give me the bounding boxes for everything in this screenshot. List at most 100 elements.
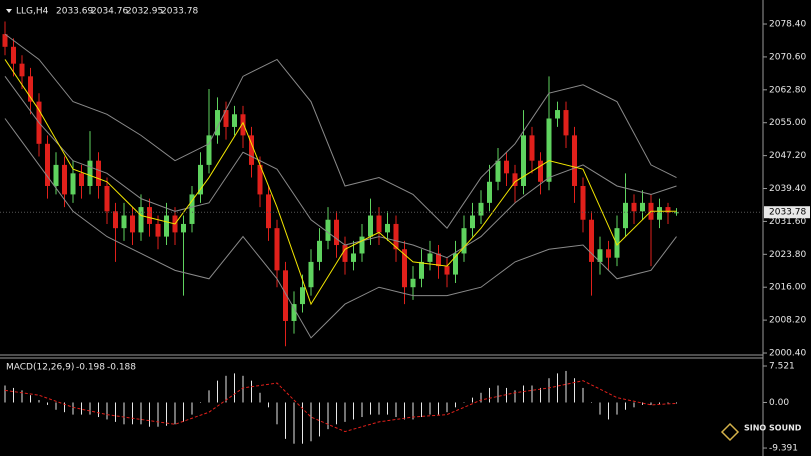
- candle-body: [589, 219, 594, 262]
- macd-bar: [608, 402, 609, 420]
- y-tick-label: -9.391: [769, 444, 798, 454]
- macd-bar: [395, 402, 397, 418]
- ohlc-high: 2034.76: [91, 7, 128, 17]
- macd-bar: [412, 402, 414, 420]
- macd-bar: [625, 402, 626, 410]
- candle-body: [470, 215, 475, 229]
- candle-body: [393, 223, 399, 250]
- macd-bar: [98, 402, 99, 418]
- y-tick-label: 2078.40: [769, 20, 806, 30]
- candle-body: [147, 207, 152, 224]
- macd-bar: [157, 402, 159, 427]
- macd-bar: [455, 402, 456, 408]
- candle-body: [121, 215, 127, 229]
- candle-body: [45, 143, 50, 186]
- candle-body: [334, 219, 339, 246]
- candle-body: [572, 135, 577, 186]
- candle-body: [555, 110, 560, 119]
- candle-body: [597, 249, 603, 262]
- candle-body: [155, 223, 161, 237]
- signal-line: [4, 380, 677, 433]
- y-tick-label: 2039.40: [769, 184, 806, 194]
- macd-value: -0.198: [76, 363, 105, 373]
- candle-body: [274, 228, 280, 271]
- candle-body: [181, 223, 186, 233]
- candle-body: [538, 160, 543, 182]
- macd-bar: [497, 385, 499, 403]
- candle-body: [342, 245, 348, 262]
- indicator-line: [4, 33, 677, 229]
- candle-body: [504, 160, 509, 174]
- macd-bar: [650, 402, 652, 405]
- macd-bar: [234, 373, 235, 403]
- y-tick-label: 2055.00: [769, 118, 806, 128]
- candle-body: [402, 249, 407, 288]
- candle-body: [62, 164, 67, 195]
- candle-body: [70, 173, 76, 195]
- macd-bar: [30, 395, 31, 403]
- y-tick-label: 2070.60: [769, 52, 806, 62]
- candle-body: [427, 253, 433, 262]
- candle-body: [53, 164, 59, 186]
- y-tick-label: 2062.80: [769, 85, 806, 95]
- macd-bar: [421, 402, 422, 418]
- candle-body: [410, 278, 416, 288]
- menu-arrow[interactable]: [6, 9, 12, 13]
- macd-bar: [106, 402, 108, 420]
- macd-bar: [667, 402, 669, 404]
- candle-body: [359, 236, 365, 254]
- macd-bar: [387, 402, 388, 415]
- ohlc-open: 2033.69: [56, 7, 93, 17]
- macd-bar: [523, 385, 524, 403]
- candle-body: [351, 253, 356, 262]
- macd-bar: [531, 385, 533, 403]
- candle-body: [478, 202, 484, 216]
- logo-text: SINO SOUND: [744, 424, 802, 433]
- macd-bar: [642, 402, 643, 405]
- ohlc-low: 2032.95: [126, 7, 163, 17]
- macd-bar: [574, 378, 575, 403]
- macd-bar: [174, 402, 176, 425]
- macd-label: MACD(12,26,9): [6, 363, 74, 373]
- candle-body: [164, 215, 169, 237]
- current-price: 2033.78: [769, 208, 806, 218]
- candle-body: [2, 34, 8, 47]
- y-tick-label: 2031.60: [769, 217, 806, 227]
- macd-bar: [438, 402, 439, 415]
- macd-bar: [659, 402, 660, 404]
- y-tick-label: 2000.40: [769, 349, 806, 359]
- indicator-line: [4, 118, 677, 339]
- candle-body: [580, 185, 586, 220]
- candle-body: [453, 253, 458, 275]
- macd-bar: [591, 402, 592, 403]
- macd-bar: [336, 402, 337, 425]
- candle-body: [283, 270, 288, 321]
- y-tick-label: 0.00: [769, 398, 789, 408]
- macd-bar: [89, 402, 91, 415]
- candle-body: [223, 110, 229, 127]
- candle-body: [640, 202, 645, 212]
- symbol-label: LLG,H4: [16, 7, 49, 17]
- macd-bar: [514, 390, 516, 403]
- candle-body: [266, 194, 271, 229]
- macd-bar: [344, 402, 346, 422]
- macd-bar: [489, 387, 490, 403]
- macd-bar: [285, 402, 286, 439]
- macd-bar: [166, 402, 167, 426]
- macd-bar: [302, 402, 303, 444]
- macd-bar: [268, 402, 269, 408]
- candle-body: [130, 215, 135, 233]
- macd-bar: [149, 402, 150, 427]
- macd-bar: [293, 402, 295, 444]
- macd-bar: [208, 390, 210, 403]
- candle-body: [19, 63, 25, 77]
- macd-bar: [472, 397, 473, 403]
- macd-bar: [276, 402, 278, 425]
- candle-body: [215, 110, 220, 136]
- candle-body: [657, 207, 662, 220]
- macd-bar: [633, 402, 635, 408]
- candle-body: [368, 215, 373, 237]
- candle-body: [28, 76, 33, 102]
